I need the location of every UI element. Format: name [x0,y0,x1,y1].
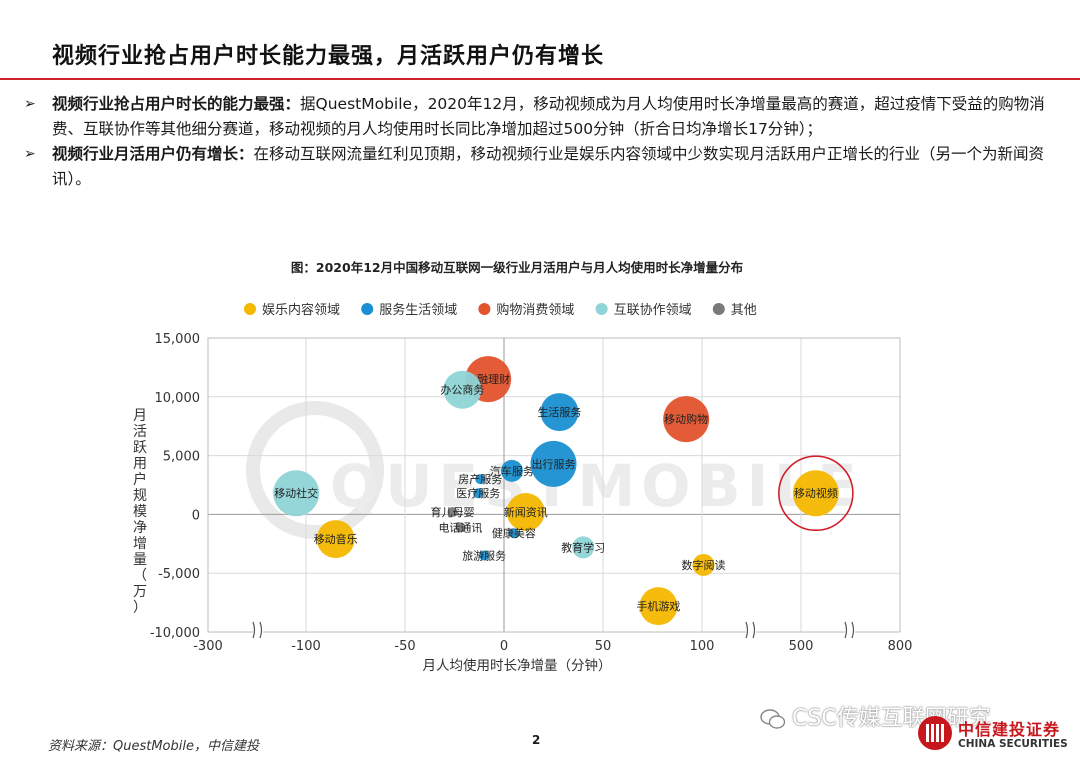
plot-frame [207,337,901,633]
bullet-heading: 视频行业抢占用户时长的能力最强： [52,95,301,113]
logo-english-name: CHINA SECURITIES [958,738,1068,750]
x-tick-label: -100 [291,639,321,654]
data-label: 出行服务 [532,457,576,471]
axis-break-icon [844,621,855,639]
wechat-icon [760,709,786,729]
data-label: 电话通讯 [438,521,482,534]
data-point [316,520,355,559]
y-tick-label: 5,000 [163,450,200,465]
title-rule [0,78,1080,80]
data-point [663,396,710,443]
data-label: 手机游戏 [636,599,680,613]
data-point [540,393,579,432]
data-label: 医疗服务 [456,486,500,500]
chart-title: 图：2020年12月中国移动互联网一级行业月活用户与月人均使用时长净增量分布 [291,260,744,275]
data-label: 移动音乐 [314,532,358,546]
x-tick-label: 500 [789,639,814,654]
legend-marker [712,303,725,315]
data-point [506,493,545,532]
data-label: 健康美容 [492,526,536,540]
data-label: 育儿母婴 [431,505,475,519]
data-label: 房产服务 [458,472,502,486]
wechat-watermark-text: CSC传媒互联网研究 [792,706,991,731]
data-point [572,536,595,559]
data-label: 移动购物 [664,412,708,426]
legend-marker [595,303,608,315]
data-point [473,488,484,499]
axis-break-gap [746,622,756,642]
data-point [455,522,466,533]
bullet-text: 据QuestMobile，2020年12月，移动视频成为月人均使用时长净增量最高… [52,95,1045,138]
bubble-chart: 图：2020年12月中国移动互联网一级行业月活用户与月人均使用时长净增量分布娱乐… [133,260,913,674]
y-tick-label: 10,000 [155,391,201,406]
x-tick-label: -50 [394,639,415,654]
data-point [273,470,320,517]
wechat-watermark: CSC传媒互联网研究 [760,700,991,732]
legend-marker [478,303,491,315]
data-point [479,550,490,561]
x-tick-label: -300 [193,639,223,654]
bullet-list: ➢ 视频行业抢占用户时长的能力最强：据QuestMobile，2020年12月，… [22,92,1062,192]
x-tick-label: 800 [888,639,913,654]
bullet-item: ➢ 视频行业月活用户仍有增长：在移动互联网流量红利见顶期，移动视频行业是娱乐内容… [22,142,1062,192]
logo-chinese-name: 中信建投证券 [958,720,1061,739]
data-label: 教育学习 [561,540,605,554]
chart-watermark: QUESTMOBILE [330,452,863,520]
y-tick-label: 0 [192,508,200,523]
y-tick-label: -5,000 [158,567,200,582]
data-label: 汽车服务 [490,464,534,478]
axis-break-gap [845,622,855,642]
watermark-logo-icon [246,401,384,539]
legend-label: 购物消费领域 [496,302,574,318]
legend-label: 其他 [731,303,757,318]
data-label: 新闻资讯 [504,505,548,519]
arrow-bullet-icon: ➢ [24,146,36,162]
axis-break-icon [252,621,263,639]
data-point [508,528,519,539]
bullet-heading: 视频行业月活用户仍有增长： [52,145,254,163]
data-point [530,440,577,487]
x-tick-label: 100 [690,639,715,654]
x-tick-label: 50 [595,639,612,654]
bullet-item: ➢ 视频行业抢占用户时长的能力最强：据QuestMobile，2020年12月，… [22,92,1062,142]
x-tick-label: 0 [500,639,508,654]
page-number: 2 [532,733,541,747]
data-point [792,470,839,517]
data-label: 移动社交 [274,486,318,500]
x-axis-label: 月人均使用时长净增量（分钟） [423,657,612,674]
data-point [447,507,458,518]
data-label: 生活服务 [537,405,581,419]
legend-marker [361,303,374,315]
axis-break-icon [745,621,756,639]
data-point [692,553,715,576]
data-label: 办公商务 [440,383,484,397]
legend-marker [244,303,256,315]
source-note: 资料来源：QuestMobile，中信建投 [48,739,259,754]
data-point [475,474,486,485]
axis-break-gap [253,622,263,642]
arrow-bullet-icon: ➢ [24,96,36,112]
data-label: 移动视频 [794,486,838,500]
data-label: 旅游服务 [462,549,506,563]
data-label: 数字阅读 [681,558,725,572]
data-point [500,459,523,482]
y-axis-label: 月活跃用户规模净增量（万） [133,408,147,616]
y-tick-label: 15,000 [155,332,201,347]
data-point [639,587,678,626]
data-point [443,370,482,409]
legend-label: 互联协作领域 [614,303,692,318]
company-logo: 中信建投证券 CHINA SECURITIES [918,716,1068,760]
legend-label: 服务生活领域 [379,302,457,318]
logo-mark-icon [918,716,952,750]
highlight-ring [778,455,854,532]
page-title: 视频行业抢占用户时长能力最强，月活跃用户仍有增长 [52,44,605,69]
bullet-text: 在移动互联网流量红利见顶期，移动视频行业是娱乐内容领域中少数实现月活跃用户正增长… [52,145,1045,188]
y-tick-label: -10,000 [150,626,200,641]
legend-label: 娱乐内容领域 [262,302,340,318]
